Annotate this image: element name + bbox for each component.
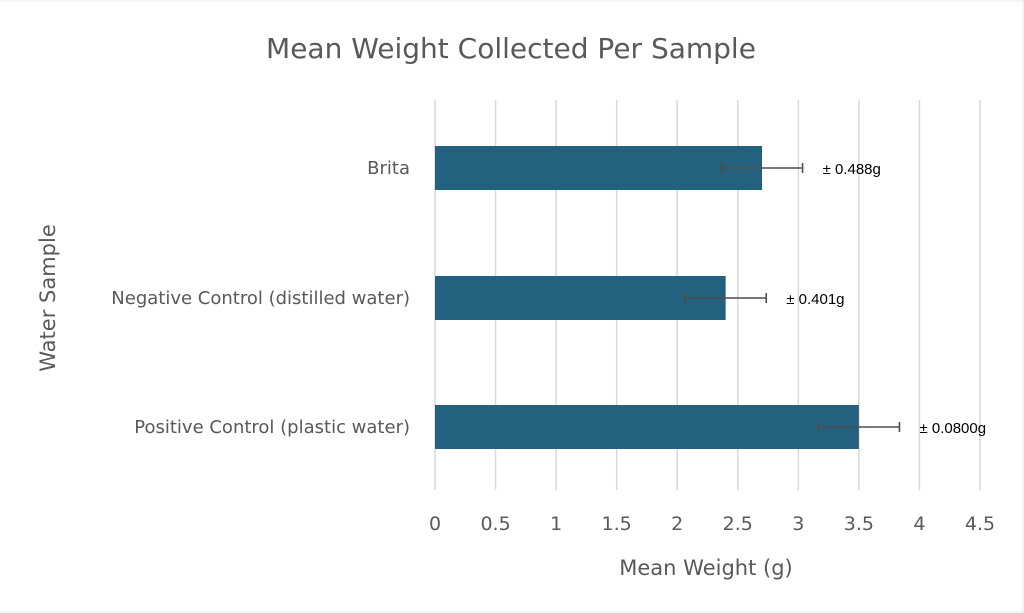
x-axis-title: Mean Weight (g) [619,556,792,580]
data-label: ± 0.401g [786,291,844,308]
y-axis-categories: Brita Negative Control (distilled water) P… [111,158,410,438]
x-tick-label: 4.5 [965,513,995,535]
bar [435,405,859,449]
bar [435,146,762,190]
category-label: Brita [367,158,410,179]
data-label: ± 0.488g [823,161,881,178]
error-bars [684,163,901,432]
data-labels: ± 0.488g ± 0.401g ± 0.0800g [786,161,986,437]
x-tick-label: 1.5 [602,513,632,535]
x-tick-label: 1 [550,513,562,535]
x-tick-label: 2 [671,513,683,535]
x-tick-label: 3.5 [844,513,874,535]
x-tick-label: 2.5 [723,513,753,535]
x-tick-label: 0.5 [480,513,510,535]
x-tick-label: 3 [792,513,804,535]
chart-title: Mean Weight Collected Per Sample [266,32,756,65]
y-axis-title: Water Sample [36,224,60,372]
x-tick-label: 0 [429,513,441,535]
x-tick-label: 4 [913,513,925,535]
x-axis-ticks: 0 0.5 1 1.5 2 2.5 3 3.5 4 4.5 [429,513,995,535]
bar [435,276,726,320]
category-label: Negative Control (distilled water) [111,288,410,309]
category-label: Positive Control (plastic water) [134,417,410,438]
bars [435,146,859,449]
data-label: ± 0.0800g [919,420,986,437]
